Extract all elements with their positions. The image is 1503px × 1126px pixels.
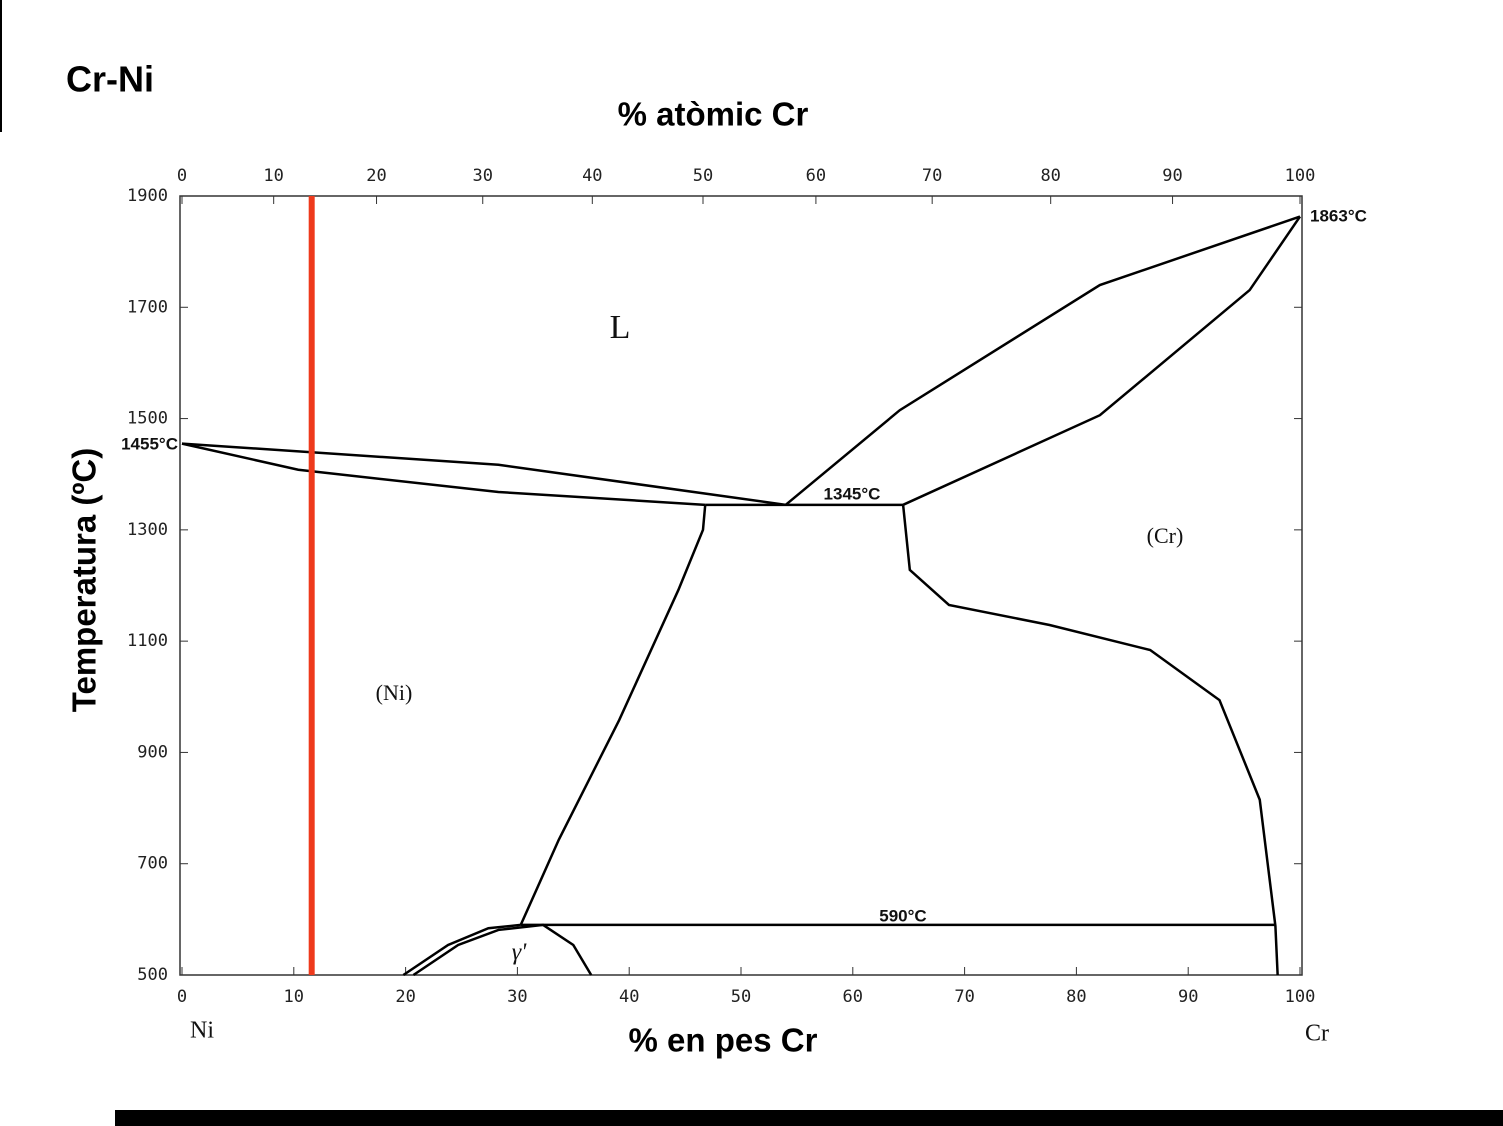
x-tick-label: 90 xyxy=(1178,987,1198,1007)
end-label: Cr xyxy=(1305,1021,1329,1047)
x-tick-label: 70 xyxy=(954,987,974,1007)
phase-line xyxy=(519,504,707,926)
phase-line xyxy=(902,215,1302,506)
y-tick-label: 700 xyxy=(137,854,168,874)
x2-tick-label: 30 xyxy=(472,166,492,186)
annotation: 1345°C xyxy=(824,484,881,503)
annotation: γ' xyxy=(512,940,527,966)
annotation: 1863°C xyxy=(1310,206,1367,225)
y-tick-label: 1500 xyxy=(127,409,168,429)
left-border xyxy=(0,0,2,132)
x-axis-label: % en pes Cr xyxy=(629,1022,818,1059)
phase-line xyxy=(402,923,521,977)
y-tick-label: 500 xyxy=(137,965,168,985)
y-tick-label: 1700 xyxy=(127,297,168,317)
annotation: L xyxy=(610,309,631,346)
y-tick-label: 1300 xyxy=(127,520,168,540)
phase-line xyxy=(412,923,593,977)
x2-tick-label: 20 xyxy=(366,166,386,186)
x-tick-label: 10 xyxy=(284,987,304,1007)
x2-tick-label: 70 xyxy=(922,166,942,186)
annotation: (Ni) xyxy=(376,680,413,705)
x2-tick-label: 80 xyxy=(1040,166,1060,186)
x2-tick-label: 10 xyxy=(263,166,283,186)
x-tick-label: 60 xyxy=(843,987,863,1007)
phase-line xyxy=(181,442,786,507)
y-tick-label: 1900 xyxy=(127,186,168,206)
x2-tick-label: 40 xyxy=(582,166,602,186)
chart-title: Cr-Ni xyxy=(66,59,154,100)
x-tick-label: 40 xyxy=(619,987,639,1007)
x-tick-label: 80 xyxy=(1066,987,1086,1007)
x-tick-label: 20 xyxy=(395,987,415,1007)
annotation: 1455°C xyxy=(121,434,178,453)
x2-tick-label: 50 xyxy=(693,166,713,186)
x2-tick-label: 0 xyxy=(177,166,187,186)
end-label: Ni xyxy=(190,1018,214,1044)
x2-axis-label: % atòmic Cr xyxy=(618,96,809,133)
y-tick-label: 1100 xyxy=(127,631,168,651)
plot-frame xyxy=(179,195,1303,976)
x-tick-label: 100 xyxy=(1285,987,1316,1007)
y-label-bg xyxy=(68,430,106,450)
phase-line xyxy=(784,215,1301,506)
x-tick-label: 50 xyxy=(731,987,751,1007)
bottom-bar xyxy=(115,1110,1503,1126)
x2-tick-label: 60 xyxy=(806,166,826,186)
phase-line xyxy=(901,504,1279,976)
x-tick-label: 0 xyxy=(177,987,187,1007)
y-tick-label: 900 xyxy=(137,742,168,762)
annotation: 590°C xyxy=(879,906,926,925)
phase-line xyxy=(181,442,706,507)
annotation: (Cr) xyxy=(1147,523,1184,548)
y-axis-label: Temperatura (ºC) xyxy=(66,448,103,712)
x-tick-label: 30 xyxy=(507,987,527,1007)
x2-tick-label: 100 xyxy=(1285,166,1316,186)
x2-tick-label: 90 xyxy=(1162,166,1182,186)
